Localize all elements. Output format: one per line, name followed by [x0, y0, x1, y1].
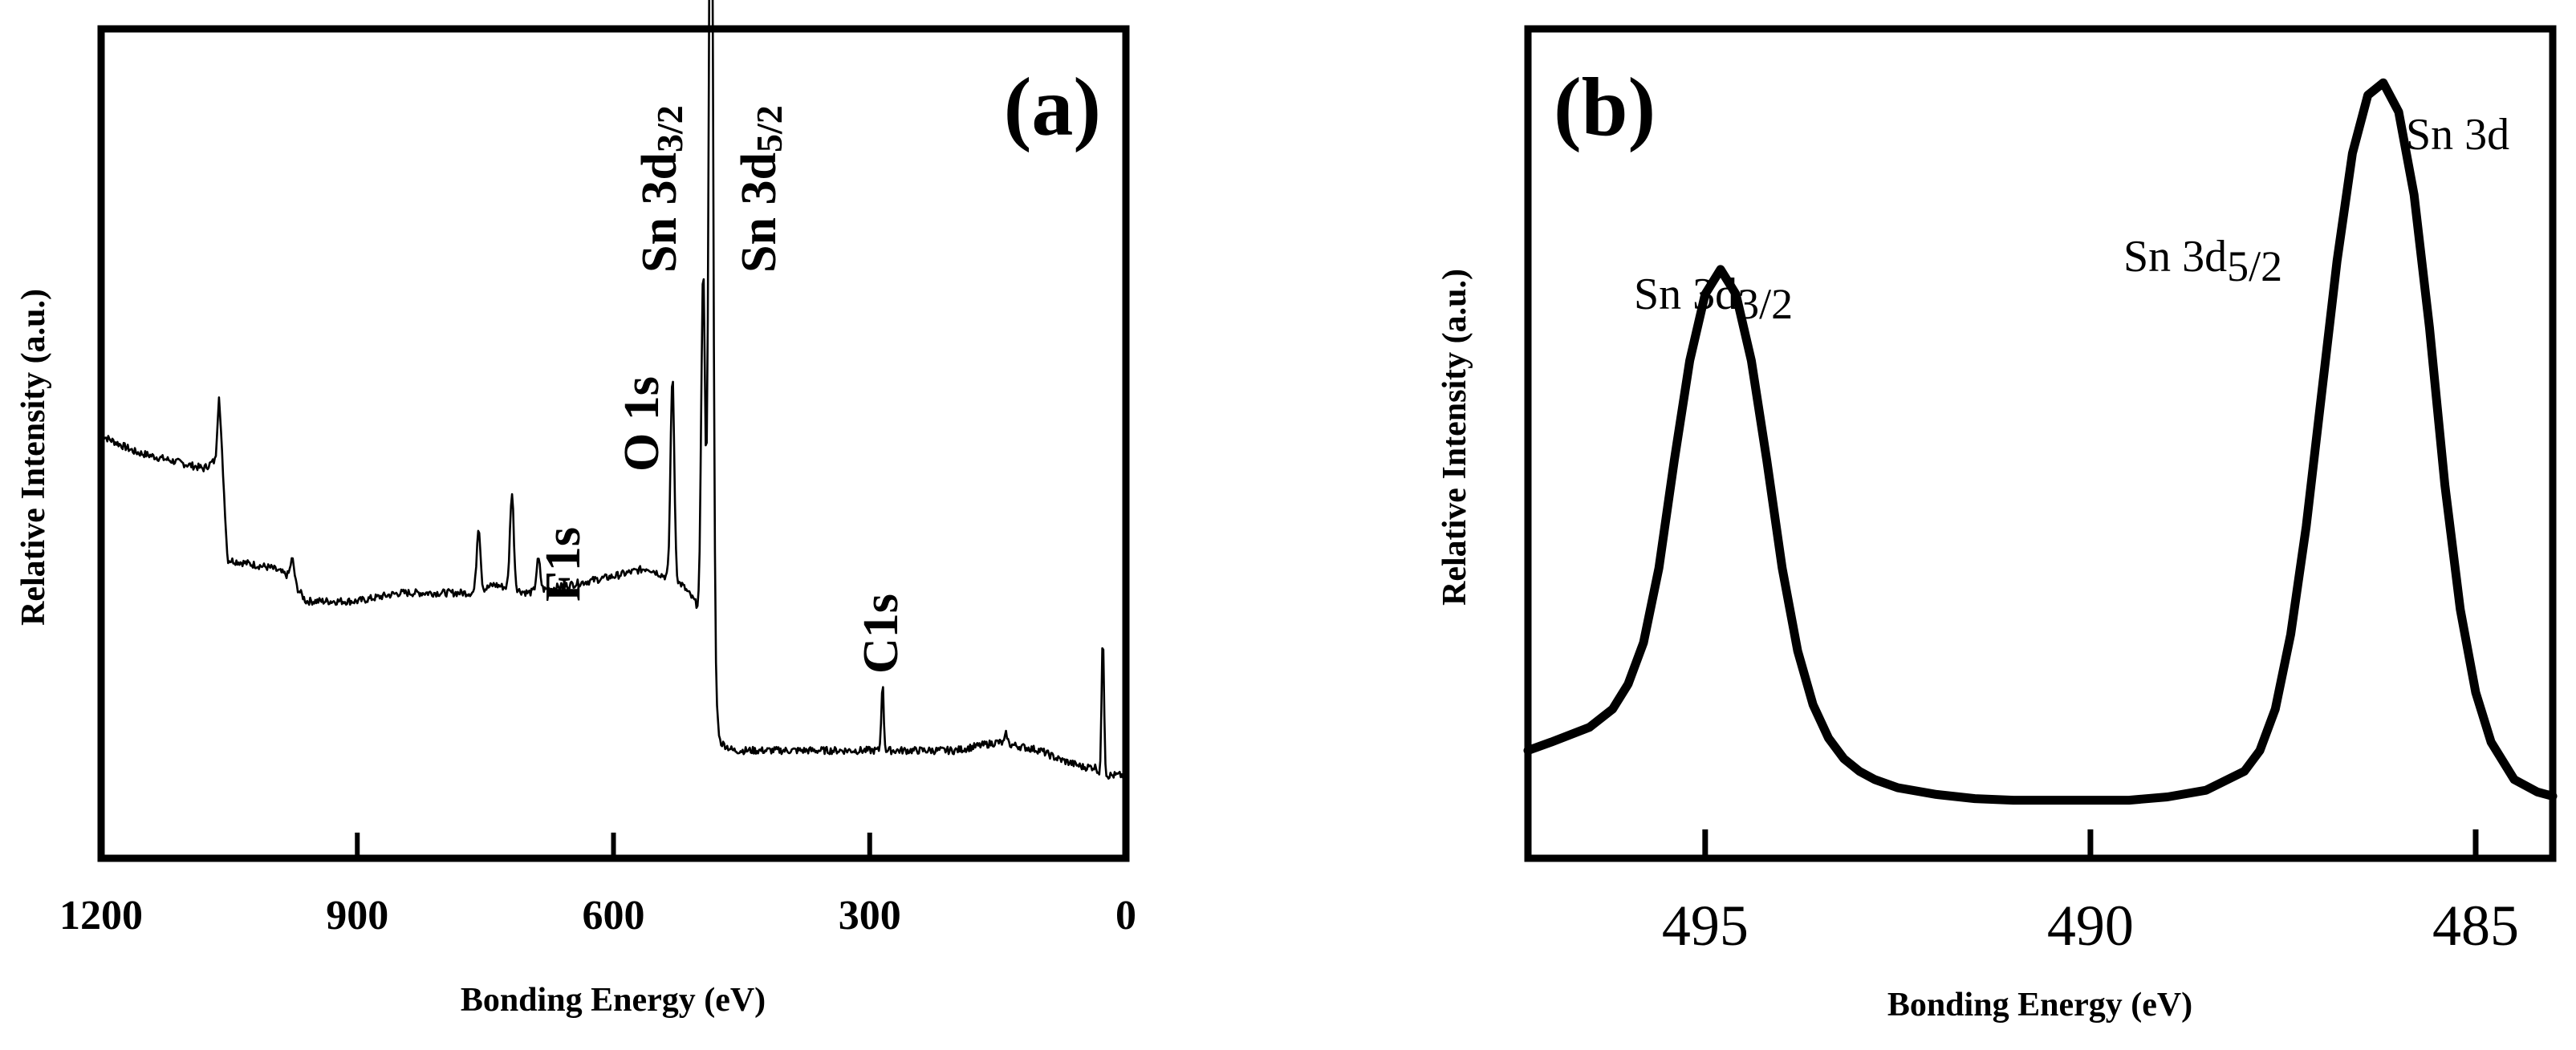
- panel-b-x-tick-label: 485: [2432, 894, 2519, 958]
- panel-a-x-ticks: [355, 833, 872, 858]
- panel-a-peak-label-sn3d52: Sn 3d5/2: [732, 105, 790, 273]
- panel-b-spectrum-line: [1523, 78, 2558, 805]
- panel-a-peak-label-sn3d32: Sn 3d3/2: [632, 105, 690, 273]
- panel-b-x-tick-label: 490: [2047, 894, 2134, 958]
- panel-a-x-tick-label: 0: [1115, 893, 1136, 939]
- panel-a-y-axis-label: Relative Intensity (a.u.): [15, 289, 52, 626]
- panel-a-x-tick-label: 600: [583, 893, 645, 939]
- panel-a-tag: (a): [1004, 61, 1101, 153]
- panel-a-x-tick-label: 900: [326, 893, 388, 939]
- panel-b-x-tick-labels: 495 490 485: [1662, 894, 2519, 958]
- panel-b-x-axis-label: Bonding Energy (eV): [1887, 987, 2192, 1024]
- panel-a-plot-frame: [97, 25, 1130, 862]
- panel-a-spectrum-line: [101, 0, 1126, 780]
- panel-a-peak-label-o1s: O 1s: [615, 376, 669, 472]
- panel-a-peak-label-c1s: C1s: [854, 594, 908, 674]
- panel-b-tag: (b): [1554, 61, 1656, 153]
- panel-b-peak-label-sn3d: Sn 3d: [2406, 110, 2509, 160]
- panel-b-plot-frame: [1524, 25, 2557, 862]
- panel-a-x-tick-labels: 1200 900 600 300 0: [59, 893, 1136, 939]
- panel-b-sn3d-spectrum: 495 490 485 Bonding Energy (eV) Relative I…: [1436, 25, 2558, 1024]
- panel-b-peak-label-sn3d32: Sn 3d3/2: [1634, 270, 1793, 328]
- panel-a-x-tick-label: 300: [839, 893, 901, 939]
- panel-a-x-axis-label: Bonding Energy (eV): [461, 982, 766, 1019]
- panel-b-peak-label-sn3d52: Sn 3d5/2: [2123, 232, 2282, 290]
- panel-a-x-tick-label: 1200: [59, 893, 143, 939]
- panel-b-x-ticks: [1702, 829, 2479, 858]
- panel-a-survey-spectrum: 1200 900 600 300 0 Bonding Energy (eV) Relat…: [15, 0, 1136, 1019]
- panel-a-peak-label-f1s: F1s: [536, 527, 591, 602]
- panel-b-y-axis-label: Relative Intensity (a.u.): [1436, 269, 1473, 606]
- panel-b-x-tick-label: 495: [1662, 894, 1749, 958]
